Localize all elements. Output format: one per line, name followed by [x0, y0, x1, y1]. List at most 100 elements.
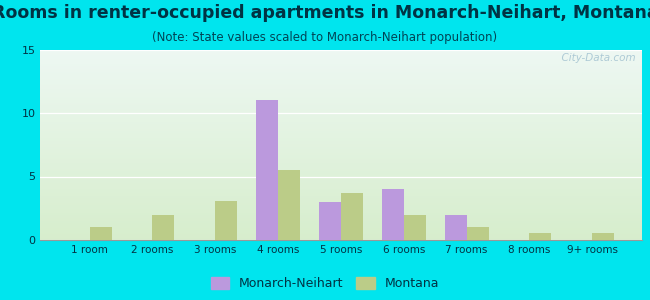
- Bar: [40, 89, 642, 91]
- Bar: [40, 182, 642, 183]
- Text: City-Data.com: City-Data.com: [555, 53, 636, 63]
- Bar: [40, 158, 642, 159]
- Bar: [40, 192, 642, 193]
- Bar: [40, 172, 642, 173]
- Text: (Note: State values scaled to Monarch-Neihart population): (Note: State values scaled to Monarch-Ne…: [153, 32, 497, 44]
- Bar: [40, 86, 642, 87]
- Bar: [40, 218, 642, 219]
- Bar: [40, 139, 642, 140]
- Bar: [40, 164, 642, 165]
- Bar: [40, 131, 642, 132]
- Bar: [40, 238, 642, 239]
- Text: Rooms in renter-occupied apartments in Monarch-Neihart, Montana: Rooms in renter-occupied apartments in M…: [0, 4, 650, 22]
- Bar: [40, 56, 642, 57]
- Bar: [40, 129, 642, 130]
- Bar: [40, 120, 642, 121]
- Bar: [40, 55, 642, 56]
- Bar: [40, 148, 642, 149]
- Bar: [40, 76, 642, 77]
- Bar: [40, 205, 642, 206]
- Bar: [40, 229, 642, 230]
- Bar: [40, 87, 642, 88]
- Bar: [40, 219, 642, 220]
- Bar: [40, 102, 642, 103]
- Bar: [40, 212, 642, 213]
- Bar: [40, 138, 642, 139]
- Bar: [40, 79, 642, 80]
- Bar: [40, 209, 642, 211]
- Bar: [40, 140, 642, 141]
- Bar: [40, 50, 642, 51]
- Bar: [40, 198, 642, 199]
- Bar: [40, 84, 642, 85]
- Bar: [40, 232, 642, 233]
- Bar: [40, 169, 642, 170]
- Bar: [40, 193, 642, 194]
- Bar: [40, 98, 642, 99]
- Bar: [40, 75, 642, 76]
- Bar: [40, 236, 642, 237]
- Bar: [40, 162, 642, 163]
- Bar: [40, 105, 642, 106]
- Bar: [40, 93, 642, 94]
- Bar: [40, 141, 642, 142]
- Bar: [40, 134, 642, 135]
- Bar: [40, 62, 642, 63]
- Bar: [40, 81, 642, 82]
- Bar: [40, 153, 642, 154]
- Bar: [40, 123, 642, 124]
- Bar: [40, 147, 642, 148]
- Bar: [40, 136, 642, 137]
- Bar: [40, 187, 642, 188]
- Bar: [40, 169, 642, 170]
- Bar: [445, 214, 467, 240]
- Bar: [40, 199, 642, 200]
- Bar: [40, 59, 642, 60]
- Bar: [40, 94, 642, 95]
- Bar: [40, 64, 642, 65]
- Bar: [40, 190, 642, 191]
- Bar: [341, 193, 363, 240]
- Bar: [40, 112, 642, 113]
- Bar: [40, 208, 642, 209]
- Bar: [40, 171, 642, 172]
- Bar: [40, 239, 642, 240]
- Bar: [40, 74, 642, 75]
- Bar: [40, 188, 642, 189]
- Bar: [40, 122, 642, 123]
- Bar: [40, 185, 642, 186]
- Bar: [40, 220, 642, 221]
- Bar: [40, 97, 642, 98]
- Bar: [40, 128, 642, 129]
- Bar: [40, 204, 642, 205]
- Bar: [40, 180, 642, 181]
- Bar: [40, 213, 642, 214]
- Bar: [382, 189, 404, 240]
- Bar: [215, 201, 237, 240]
- Bar: [40, 117, 642, 118]
- Bar: [40, 200, 642, 201]
- Bar: [40, 63, 642, 64]
- Bar: [40, 202, 642, 203]
- Bar: [40, 111, 642, 112]
- Bar: [40, 211, 642, 212]
- Bar: [40, 183, 642, 184]
- Bar: [40, 96, 642, 97]
- Bar: [40, 57, 642, 58]
- Bar: [90, 227, 112, 240]
- Bar: [40, 142, 642, 143]
- Bar: [40, 201, 642, 202]
- Bar: [467, 227, 489, 240]
- Bar: [40, 228, 642, 229]
- Bar: [40, 125, 642, 126]
- Legend: Monarch-Neihart, Montana: Monarch-Neihart, Montana: [208, 274, 442, 292]
- Bar: [40, 222, 642, 223]
- Bar: [40, 179, 642, 180]
- Bar: [40, 60, 642, 61]
- Bar: [40, 65, 642, 66]
- Bar: [40, 194, 642, 195]
- Bar: [40, 156, 642, 157]
- Bar: [40, 197, 642, 198]
- Bar: [40, 155, 642, 156]
- Bar: [40, 230, 642, 231]
